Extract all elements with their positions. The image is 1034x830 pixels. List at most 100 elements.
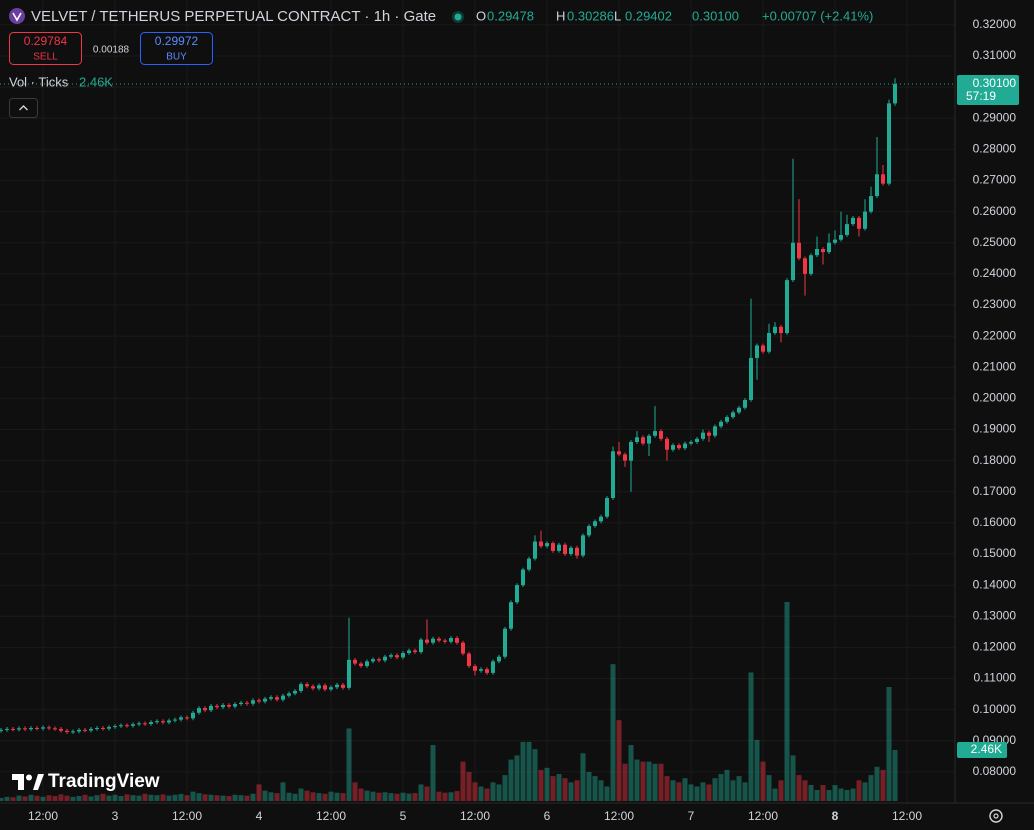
candle-body <box>335 684 339 688</box>
candle-body <box>329 687 333 690</box>
volume-bar <box>772 788 778 801</box>
volume-bar <box>430 745 436 801</box>
candle-body <box>419 639 423 653</box>
candle-body <box>431 638 435 643</box>
candle-body <box>797 242 801 259</box>
volume-bar <box>166 795 172 801</box>
volume-bar <box>706 784 712 801</box>
volume-bar <box>268 792 274 801</box>
candle-body <box>821 248 825 253</box>
y-tick-label: 0.11000 <box>974 671 1017 685</box>
candle-body <box>599 516 603 522</box>
volume-bar <box>712 778 718 801</box>
candle-body <box>713 426 717 436</box>
volume-bar <box>640 761 646 801</box>
candle-body <box>533 541 537 559</box>
volume-bar <box>454 791 460 801</box>
y-tick-label: 0.19000 <box>973 422 1017 436</box>
volume-bar <box>688 784 694 801</box>
x-tick-label: 12:00 <box>748 809 778 823</box>
candle-body <box>179 717 183 720</box>
candle-body <box>341 684 345 688</box>
candle-body <box>815 248 819 256</box>
volume-bar <box>892 750 898 801</box>
volume-bar <box>82 794 88 801</box>
volume-bar <box>244 795 250 801</box>
chart-title: VELVET / TETHERUS PERPETUAL CONTRACT · 1… <box>31 8 436 25</box>
settings-icon[interactable] <box>989 809 1003 823</box>
volume-bar <box>670 780 676 801</box>
candle-body <box>305 684 309 687</box>
collapse-button[interactable] <box>9 98 38 118</box>
volume-bar <box>202 794 208 801</box>
sell-button[interactable] <box>9 32 82 65</box>
candle-body <box>479 669 483 671</box>
volume-bar <box>484 788 490 801</box>
candle-body <box>311 686 315 689</box>
candle-body <box>767 333 771 352</box>
volume-bar <box>232 794 238 801</box>
volume-bar <box>592 776 598 801</box>
volume-bar <box>310 792 316 801</box>
candle-body <box>407 650 411 653</box>
volume-bar <box>604 786 610 801</box>
x-tick-label: 6 <box>544 809 551 823</box>
volume-bar <box>472 782 478 801</box>
candle-body <box>869 196 873 212</box>
volume-bar <box>694 786 700 801</box>
buy-price: 0.29972 <box>155 34 199 48</box>
volume-bar <box>196 793 202 801</box>
volume-bar <box>334 792 340 801</box>
candle-body <box>299 684 303 691</box>
volume-bar <box>820 785 826 801</box>
candle-body <box>347 659 351 688</box>
candle-body <box>857 217 861 229</box>
volume-title: Vol · Ticks <box>9 74 69 89</box>
volume-bar <box>586 771 592 801</box>
ohlc-key: O <box>476 8 486 23</box>
y-tick-label: 0.26000 <box>973 204 1017 218</box>
volume-bar <box>646 761 652 801</box>
volume-bar <box>412 793 418 801</box>
volume-bar <box>238 795 244 801</box>
candles <box>0 78 897 734</box>
candle-body <box>491 661 495 673</box>
volume-bar <box>160 794 166 801</box>
candle-body <box>53 728 57 730</box>
candle-body <box>755 345 759 358</box>
volume-bar <box>880 769 886 801</box>
volume-bar <box>514 755 520 801</box>
candle-body <box>227 704 231 707</box>
volume-bar <box>568 782 574 801</box>
volume-bar <box>448 792 454 801</box>
symbol-icon-glyph <box>12 12 22 22</box>
candle-body <box>17 728 21 730</box>
candle-body <box>353 659 357 664</box>
volume-bar <box>94 795 100 801</box>
candle-body <box>677 445 681 449</box>
volume-bar <box>838 788 844 801</box>
volume-bar <box>580 753 586 801</box>
y-tick-label: 0.25000 <box>973 235 1017 249</box>
candle-body <box>581 535 585 556</box>
volume-bar <box>814 790 820 801</box>
candle-body <box>737 407 741 413</box>
buy-button[interactable] <box>140 32 213 65</box>
candle-body <box>425 639 429 643</box>
candle-body <box>71 731 75 733</box>
volume-bar <box>682 778 688 801</box>
candle-body <box>653 431 657 436</box>
candle-body <box>827 242 831 253</box>
candle-body <box>845 224 849 235</box>
volume-bar <box>442 792 448 801</box>
candle-body <box>569 547 573 555</box>
candle-body <box>119 725 123 727</box>
candle-body <box>221 704 225 708</box>
x-tick-label: 5 <box>400 809 407 823</box>
candle-body <box>11 728 15 730</box>
volume-bar <box>118 796 124 801</box>
volume-bar <box>460 761 466 801</box>
candle-body <box>89 728 93 731</box>
volume-bar <box>736 776 742 801</box>
